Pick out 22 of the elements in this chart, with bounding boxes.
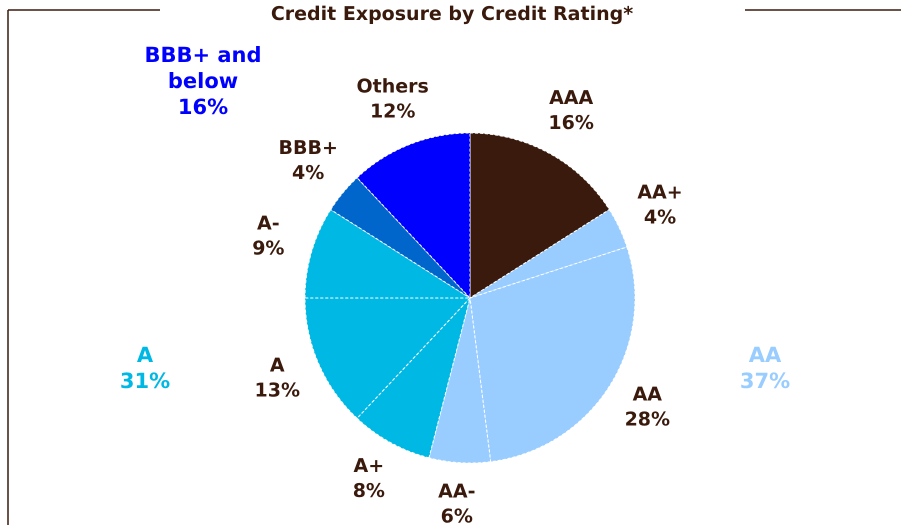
slice-label: A- xyxy=(257,212,280,234)
slice-label: A xyxy=(270,354,285,376)
slice-label: AA xyxy=(632,384,662,406)
data-label: 4% xyxy=(644,206,676,229)
text: BBB+ and below 16% xyxy=(144,43,262,119)
data-label: 4% xyxy=(292,162,324,184)
data-label: 28% xyxy=(624,408,670,431)
data-label: 12% xyxy=(370,100,416,123)
data-label: 6% xyxy=(440,506,473,525)
data-label: 9% xyxy=(252,237,284,260)
chart-title: Credit Exposure by Credit Rating* xyxy=(270,3,634,25)
data-label: 16% xyxy=(548,112,594,134)
text: AA 37% xyxy=(740,343,790,393)
data-label: 13% xyxy=(254,379,300,402)
slice-label: AA- xyxy=(438,480,476,503)
slice-label: BBB+ xyxy=(278,137,338,160)
slice-label: A+ xyxy=(354,455,384,478)
slice-label: AAA xyxy=(549,86,594,109)
data-label: 8% xyxy=(352,480,385,502)
slice-label: Others xyxy=(356,76,429,98)
text: A 31% xyxy=(120,343,170,393)
slice-label: AA+ xyxy=(637,182,683,204)
